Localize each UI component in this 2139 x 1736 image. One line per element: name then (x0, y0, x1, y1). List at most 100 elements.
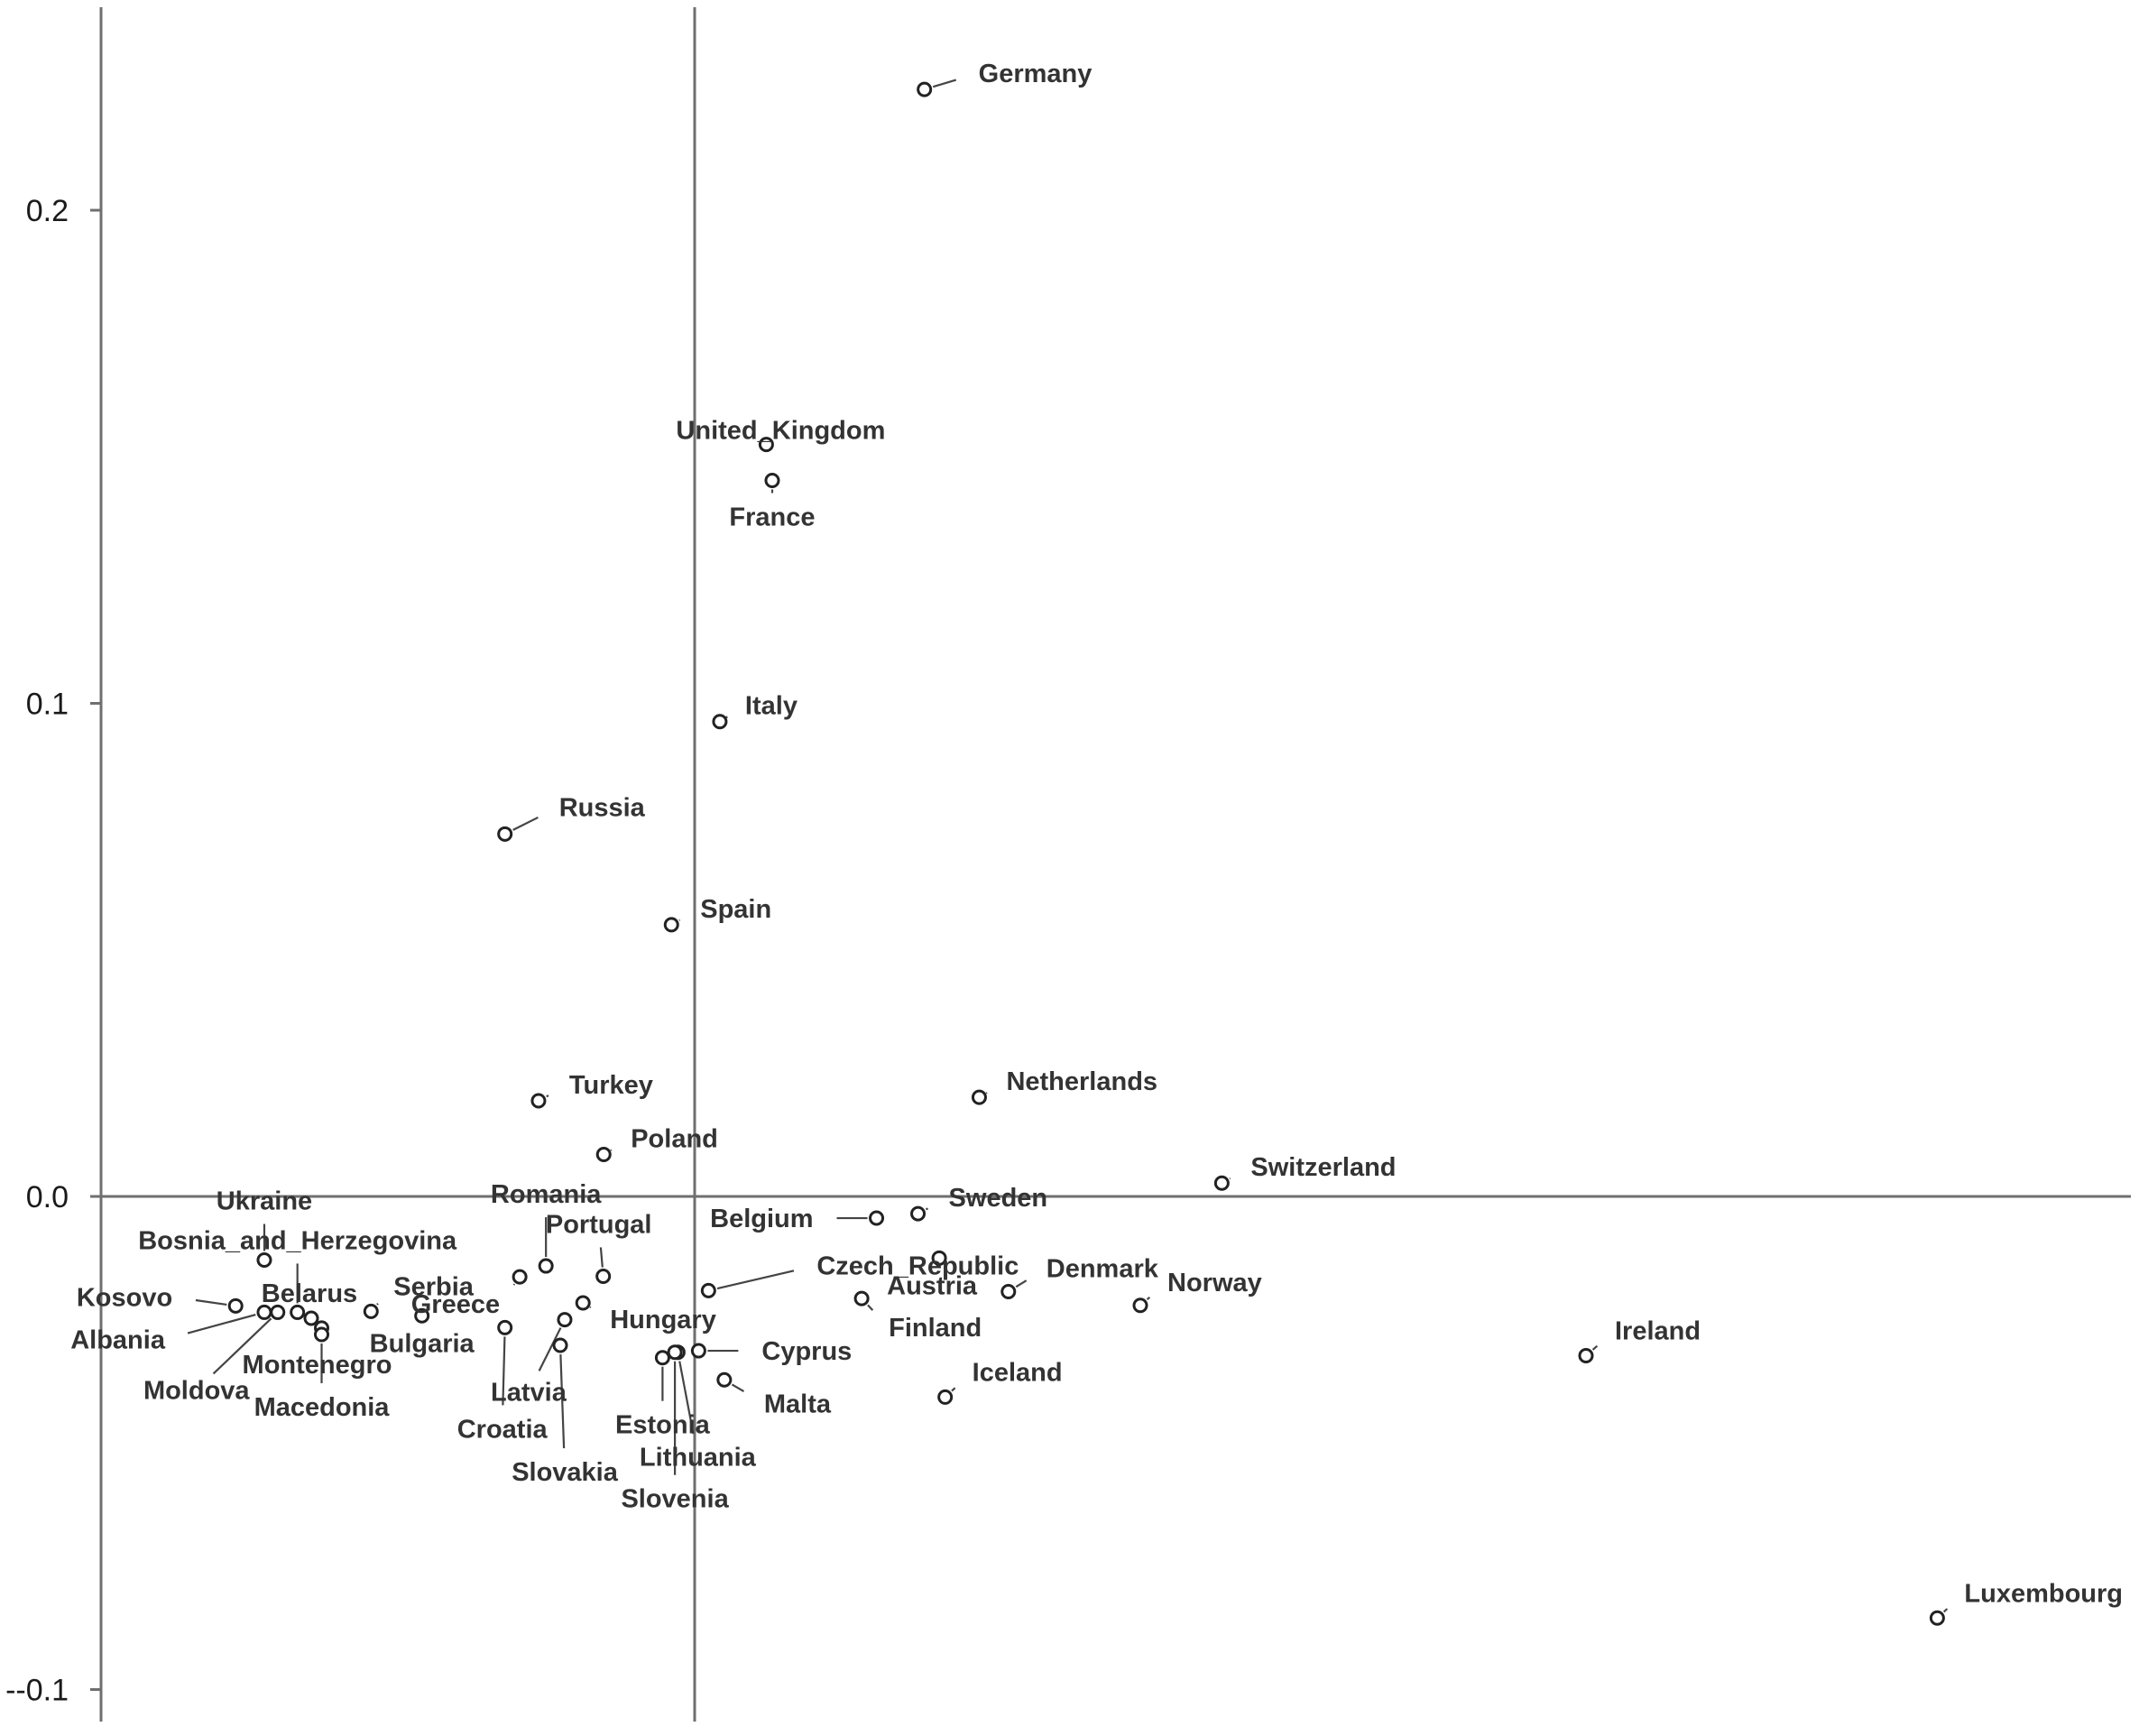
point-label: Croatia (457, 1415, 549, 1444)
scatter-point (270, 1304, 286, 1320)
leader-line (538, 1327, 562, 1371)
point-label: Netherlands (1006, 1067, 1157, 1096)
point-label: Bosnia_and_Herzegovina (138, 1226, 457, 1255)
point-label: Belarus (262, 1279, 357, 1308)
leader-line (502, 1336, 506, 1406)
leader-line (932, 78, 957, 88)
point-label: Luxembourg (1964, 1579, 2123, 1608)
point-label: Poland (631, 1125, 718, 1154)
scatter-point (497, 1319, 513, 1335)
scatter-point (758, 437, 774, 453)
leader-line (546, 1094, 549, 1098)
scatter-point (314, 1326, 330, 1343)
scatter-point (497, 826, 513, 842)
point-label: Portugal (546, 1211, 652, 1240)
scatter-point (557, 1312, 573, 1328)
point-label: France (729, 503, 815, 531)
scatter-point (595, 1269, 612, 1285)
scatter-point (595, 1147, 612, 1163)
scatter-point (917, 81, 933, 97)
leader-line (187, 1313, 256, 1334)
scatter-point (538, 1258, 554, 1274)
leader-line (867, 1304, 874, 1311)
point-label: Switzerland (1250, 1153, 1396, 1182)
point-label: Austria (887, 1271, 978, 1300)
scatter-point (663, 917, 679, 933)
point-label: Montenegro (243, 1351, 392, 1380)
point-label: Lithuania (640, 1444, 757, 1473)
point-label: Greece (411, 1290, 500, 1319)
scatter-point (700, 1282, 716, 1298)
scatter-point (716, 1371, 733, 1388)
leader-line (1015, 1279, 1028, 1288)
leader-line (1942, 1608, 1949, 1613)
scatter-point (303, 1310, 319, 1326)
point-label: Ireland (1615, 1317, 1701, 1346)
scatter-point (1578, 1348, 1594, 1364)
leader-line (1591, 1344, 1599, 1351)
y-tick-label: 0.1 (26, 688, 69, 722)
point-label: Bulgaria (370, 1329, 475, 1358)
scatter-point (1929, 1610, 1945, 1626)
scatter-point (931, 1250, 947, 1266)
scatter-point (530, 1093, 547, 1109)
point-label: Macedonia (254, 1393, 391, 1422)
point-label: Czech_Republic (816, 1251, 1019, 1280)
leader-line (559, 1353, 566, 1449)
point-label: Hungary (610, 1306, 716, 1334)
leader-line (1146, 1296, 1151, 1301)
y-tick-label: 0.2 (26, 194, 69, 228)
leader-line (716, 1270, 795, 1290)
scatter-point (764, 472, 780, 488)
scatter-point (1213, 1175, 1230, 1191)
point-label: Slovenia (621, 1485, 729, 1514)
leader-line (599, 1247, 604, 1268)
scatter-point (414, 1307, 430, 1324)
point-label: Iceland (973, 1358, 1063, 1387)
scatter-point (853, 1290, 870, 1307)
point-label: Serbia (393, 1272, 475, 1301)
point-labels: Germany United_Kingdom France Italy Russia Sp… (70, 60, 2123, 1608)
point-label: Slovakia (512, 1458, 619, 1487)
scatter-point (654, 1350, 670, 1366)
leader-line (951, 1387, 956, 1392)
point-label: Turkey (569, 1071, 653, 1100)
point-label: Kosovo (77, 1283, 172, 1312)
y-ticks: 0.2 0.1 0.0 --0.1 (5, 194, 101, 1708)
scatter-point (971, 1089, 987, 1105)
axes (99, 7, 2131, 1722)
point-label: Albania (70, 1325, 166, 1354)
data-points (227, 81, 1945, 1626)
leader-line (212, 1317, 272, 1375)
point-label: Ukraine (217, 1187, 312, 1215)
leader-line (678, 1361, 695, 1435)
leader-line (985, 1092, 988, 1094)
scatter-point (512, 1269, 528, 1285)
scatter-point (363, 1303, 379, 1319)
point-label: United_Kingdom (676, 417, 885, 446)
scatter-point (869, 1210, 885, 1226)
point-label: Germany (979, 60, 1093, 88)
point-label: Denmark (1046, 1254, 1159, 1283)
point-label: Malta (764, 1390, 832, 1418)
point-label: Norway (1167, 1269, 1262, 1297)
point-label: Romania (491, 1180, 602, 1209)
scatter-point (910, 1205, 927, 1222)
point-label: Finland (889, 1314, 982, 1343)
scatter-point (1132, 1297, 1148, 1314)
leader-line (925, 1207, 929, 1211)
scatter-point (256, 1251, 272, 1268)
point-label: Sweden (949, 1184, 1048, 1213)
leader-line (512, 1283, 516, 1286)
point-label: Cyprus (761, 1337, 852, 1366)
scatter-point (552, 1337, 568, 1353)
point-label: Italy (745, 692, 798, 721)
y-tick-label: 0.0 (26, 1180, 69, 1214)
leader-line (195, 1298, 227, 1306)
scatter-point (575, 1295, 591, 1311)
point-label: Moldova (143, 1376, 250, 1405)
scatter-point (227, 1297, 244, 1314)
leader-line (731, 1383, 745, 1393)
leader-lines (187, 78, 1949, 1613)
